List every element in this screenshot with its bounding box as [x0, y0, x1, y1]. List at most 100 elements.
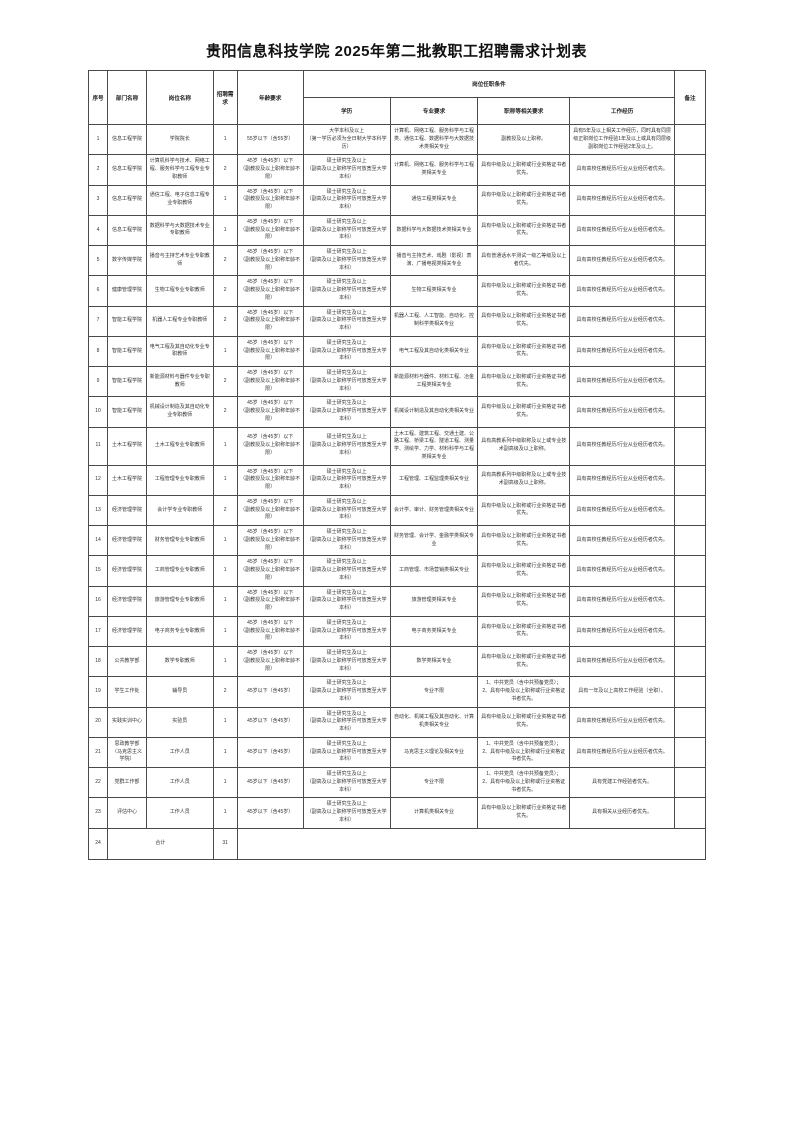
cell-no: 6 — [87, 275, 109, 307]
cell-department: 经济管理学院 — [107, 555, 147, 587]
cell-age: 45岁（含45岁）以下 （副教授及以上职称年龄不限） — [236, 305, 304, 337]
cell-major: 新能源材料与器件、材料工程、冶金工程类相关专业 — [389, 365, 479, 398]
cell-title-req: 1、中共党员（含中共预备党员）； 2、具有中级及以上职称或行业资格证书者优先。 — [477, 676, 571, 708]
cell-department: 土木工程学院 — [107, 426, 147, 466]
cell-title-req: 副教授及以上职称。 — [477, 123, 571, 156]
header-row-top: 序号 部门名称 岗位名称 招聘需求 年龄要求 岗位任职条件 备注 — [87, 70, 706, 125]
table-row: 1 信息工程学院 学院院长 1 55岁以下（含55岁） 大学本科及以上 （第一学… — [87, 123, 706, 156]
cell-education: 硕士研究生及以上 （副高及以上职称学历可放宽至大学本科） — [302, 706, 391, 738]
cell-demand: 1 — [212, 426, 238, 466]
header-conditions: 岗位任职条件 — [302, 70, 676, 98]
cell-age: 45岁（含45岁）以下 （副教授及以上职称年龄不限） — [236, 555, 304, 587]
cell-no: 7 — [87, 305, 109, 337]
cell-demand: 1 — [212, 706, 238, 738]
cell-no: 2 — [87, 154, 109, 186]
cell-remark — [674, 524, 706, 557]
cell-title-req: 具有中级及以上职称或行业资格证书者优先。 — [477, 154, 571, 186]
cell-major: 财务管理、会计学、金融学类相关专业 — [389, 524, 479, 557]
cell-experience: 具有高校任教经历/行业从业经历者优先。 — [569, 365, 676, 398]
cell-major: 计算机、网络工程、服务科学与工程类、通信工程、数据科学与大数据技术类相关专业 — [389, 123, 479, 156]
cell-major: 土木工程、建筑工程、交通土建、公路工程、桥梁工程、隧道工程、测量学、测绘学、力学… — [389, 426, 479, 466]
cell-remark — [674, 464, 706, 496]
cell-age: 45岁（含45岁）以下 （副教授及以上职称年龄不限） — [236, 524, 304, 557]
cell-title-req: 具有中级及以上职称或行业资格证书者优先。 — [477, 585, 571, 617]
cell-major: 会计学、审计、财务管理类相关专业 — [389, 494, 479, 527]
cell-major: 专业不限 — [389, 676, 479, 708]
cell-position: 数据科学与大数据技术专业专职教师 — [145, 214, 214, 247]
cell-experience: 具有高校任教经历/行业从业经历者优先。 — [569, 214, 676, 247]
cell-remark — [674, 335, 706, 368]
cell-department: 土木工程学院 — [107, 464, 147, 496]
cell-title-req: 具有中级及以上职称或行业资格证书者优先。 — [477, 305, 571, 337]
cell-demand: 2 — [212, 244, 238, 277]
cell-remark — [674, 244, 706, 277]
cell-title-req: 具有中级及以上职称或行业资格证书者优先。 — [477, 184, 571, 216]
cell-no: 5 — [87, 244, 109, 277]
cell-major: 数学类相关专业 — [389, 645, 479, 678]
table-row: 4 信息工程学院 数据科学与大数据技术专业专职教师 1 45岁（含45岁）以下 … — [87, 214, 706, 247]
cell-demand: 2 — [212, 676, 238, 708]
cell-major: 数据科学与大数据技术类相关专业 — [389, 214, 479, 247]
cell-experience: 具有高校任教经历/行业从业经历者优先。 — [569, 154, 676, 186]
cell-remark — [674, 736, 706, 769]
cell-experience: 具有高校任教经历/行业从业经历者优先。 — [569, 464, 676, 496]
cell-remark — [674, 214, 706, 247]
table-row: 20 实践实训中心 实验员 1 45岁以下（含45岁） 硕士研究生及以上 （副高… — [87, 706, 706, 738]
cell-education: 硕士研究生及以上 （副高及以上职称学历可放宽至大学本科） — [302, 464, 391, 496]
cell-position: 工作人员 — [145, 766, 214, 799]
cell-education: 硕士研究生及以上 （副高及以上职称学历可放宽至大学本科） — [302, 275, 391, 307]
cell-major: 电子商务类相关专业 — [389, 615, 479, 648]
header-title-req: 职称等相关要求 — [477, 97, 571, 125]
cell-major: 工程管理、工程监理类相关专业 — [389, 464, 479, 496]
table-row: 15 经济管理学院 工商管理专业专职教师 1 45岁（含45岁）以下 （副教授及… — [87, 555, 706, 587]
cell-experience: 具有高校任教经历/行业从业经历者优先。 — [569, 524, 676, 557]
header-education: 学历 — [302, 97, 391, 125]
cell-remark — [674, 706, 706, 738]
cell-no: 10 — [87, 396, 109, 428]
cell-title-req: 具有普通话水平测试一级乙等级及以上者优先。 — [477, 244, 571, 277]
cell-experience: 具有高校任教经历/行业从业经历者优先。 — [569, 736, 676, 769]
cell-experience: 具有高校任教经历/行业从业经历者优先。 — [569, 555, 676, 587]
cell-no: 11 — [87, 426, 109, 466]
cell-position: 新能源材料与器件专业专职教师 — [145, 365, 214, 398]
cell-no: 3 — [87, 184, 109, 216]
header-department: 部门名称 — [107, 70, 147, 125]
cell-experience: 具有高校任教经历/行业从业经历者优先。 — [569, 396, 676, 428]
cell-age: 45岁（含45岁）以下 （副教授及以上职称年龄不限） — [236, 244, 304, 277]
table-row: 16 经济管理学院 旅游管理专业专职教师 1 45岁（含45岁）以下 （副教授及… — [87, 585, 706, 617]
cell-experience: 具有高校任教经历/行业从业经历者优先。 — [569, 244, 676, 277]
cell-title-req: 具有高教系列中级职称及以上或专业技术副高级及以上职称。 — [477, 426, 571, 466]
cell-position: 工作人员 — [145, 736, 214, 769]
cell-title-req: 1、中共党员（含中共预备党员）； 2、具有中级及以上职称或行业资格证书者优先。 — [477, 736, 571, 769]
total-row-empty — [236, 827, 707, 860]
cell-title-req: 1、中共党员（含中共预备党员）； 2、具有中级及以上职称或行业资格证书者优先。 — [477, 766, 571, 799]
cell-education: 硕士研究生及以上 （副高及以上职称学历可放宽至大学本科） — [302, 396, 391, 428]
cell-experience: 具有高校任教经历/行业从业经历者优先。 — [569, 275, 676, 307]
total-row-number: 24 — [87, 827, 109, 860]
cell-education: 硕士研究生及以上 （副高及以上职称学历可放宽至大学本科） — [302, 524, 391, 557]
cell-no: 17 — [87, 615, 109, 648]
table-row: 2 信息工程学院 计算机科学与技术、网络工程、服务科学与工程专业专职教师 2 4… — [87, 154, 706, 186]
header-row-sub: 学历 专业要求 职称等相关要求 工作经历 — [89, 97, 706, 125]
cell-major: 机械设计制造及其自动化类相关专业 — [389, 396, 479, 428]
table-row: 7 智能工程学院 机器人工程专业专职教师 2 45岁（含45岁）以下 （副教授及… — [87, 305, 706, 337]
table-footer: 24 合计 31 — [87, 827, 707, 860]
cell-major: 旅游管理类相关专业 — [389, 585, 479, 617]
cell-position: 生物工程专业专职教师 — [145, 275, 214, 307]
cell-demand: 1 — [212, 585, 238, 617]
cell-position: 工程管理专业专职教师 — [145, 464, 214, 496]
cell-remark — [674, 123, 706, 156]
cell-major: 马克思主义理论及相关专业 — [389, 736, 479, 769]
cell-position: 会计学专业专职教师 — [145, 494, 214, 527]
cell-position: 机器人工程专业专职教师 — [145, 305, 214, 337]
cell-remark — [674, 365, 706, 398]
cell-position: 电子商务专业专职教师 — [145, 615, 214, 648]
cell-title-req: 具有高教系列中级职称及以上或专业技术副高级及以上职称。 — [477, 464, 571, 496]
cell-age: 45岁（含45岁）以下 （副教授及以上职称年龄不限） — [236, 494, 304, 527]
cell-department: 评估中心 — [107, 797, 147, 829]
cell-education: 硕士研究生及以上 （副高及以上职称学历可放宽至大学本科） — [302, 585, 391, 617]
cell-demand: 1 — [212, 555, 238, 587]
header-major: 专业要求 — [389, 97, 479, 125]
table-header: 序号 部门名称 岗位名称 招聘需求 年龄要求 岗位任职条件 备注 学历 专业要求… — [87, 70, 706, 125]
cell-title-req: 具有中级及以上职称或行业资格证书者优先。 — [477, 797, 571, 829]
